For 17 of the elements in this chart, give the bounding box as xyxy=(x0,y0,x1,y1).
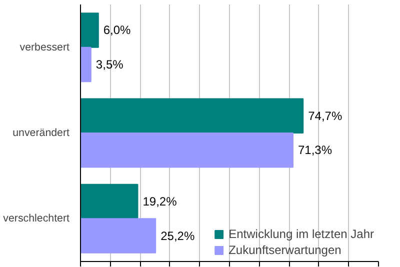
y-tick-label: unverändert xyxy=(12,127,70,139)
data-label: 74,7% xyxy=(308,108,342,123)
data-label: 3,5% xyxy=(96,57,124,72)
bar xyxy=(80,46,92,82)
y-tick-label: verbessert xyxy=(20,41,70,54)
legend-label: Zukunftserwartungen xyxy=(228,243,342,257)
y-tick-label: verschlechtert xyxy=(3,212,70,225)
bar xyxy=(80,132,294,168)
bar xyxy=(80,98,304,134)
data-label: 6,0% xyxy=(103,23,132,38)
data-label: 19,2% xyxy=(142,194,178,209)
data-label: 71,3% xyxy=(298,143,332,158)
legend-label: Entwicklung im letzten Jahr xyxy=(228,227,374,241)
bar xyxy=(80,184,138,220)
data-label: 25,2% xyxy=(160,228,195,243)
bar xyxy=(80,218,156,254)
bar xyxy=(80,12,99,48)
